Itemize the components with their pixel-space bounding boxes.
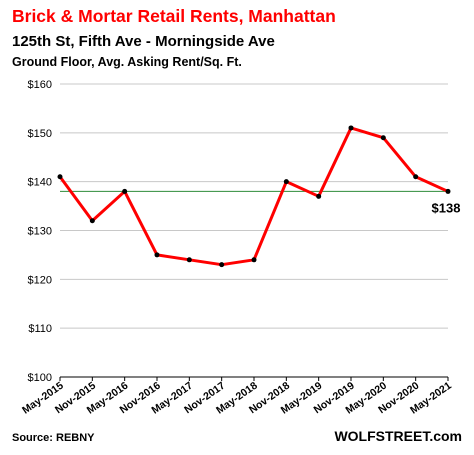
y-tick-label: $120: [28, 274, 52, 286]
data-point: [445, 188, 451, 194]
data-point: [251, 257, 257, 263]
data-point: [186, 257, 192, 263]
data-point: [348, 125, 354, 131]
data-point: [283, 179, 289, 185]
y-tick-label: $110: [28, 323, 52, 335]
chart-title: Brick & Mortar Retail Rents, Manhattan: [12, 6, 336, 26]
gridlines: [60, 83, 448, 329]
y-tick-label: $140: [28, 177, 52, 189]
chart-subtitle-units: Ground Floor, Avg. Asking Rent/Sq. Ft.: [12, 55, 242, 69]
data-point: [122, 188, 128, 194]
series-line: [58, 126, 449, 267]
chart-subtitle: 125th St, Fifth Ave - Morningside Ave: [12, 33, 275, 50]
source-note: Source: REBNY: [12, 432, 95, 444]
x-axis-ticks: May-2015Nov-2015May-2016Nov-2016May-2017…: [20, 377, 454, 417]
y-tick-label: $130: [28, 226, 52, 238]
y-tick-label: $100: [28, 372, 52, 384]
data-point: [380, 135, 386, 141]
y-tick-label: $160: [28, 79, 52, 91]
y-axis-ticks: $100 $110 $120 $130 $140 $150 $160: [28, 79, 52, 384]
brand-watermark: WOLFSTREET.com: [334, 428, 462, 444]
end-value-label: $138: [432, 200, 461, 215]
data-point: [57, 174, 63, 180]
data-points: [57, 125, 451, 268]
data-point: [413, 174, 419, 180]
data-point: [219, 262, 225, 268]
y-tick-label: $150: [28, 128, 52, 140]
data-point: [89, 218, 95, 224]
data-point: [316, 193, 322, 199]
data-point: [154, 252, 160, 258]
